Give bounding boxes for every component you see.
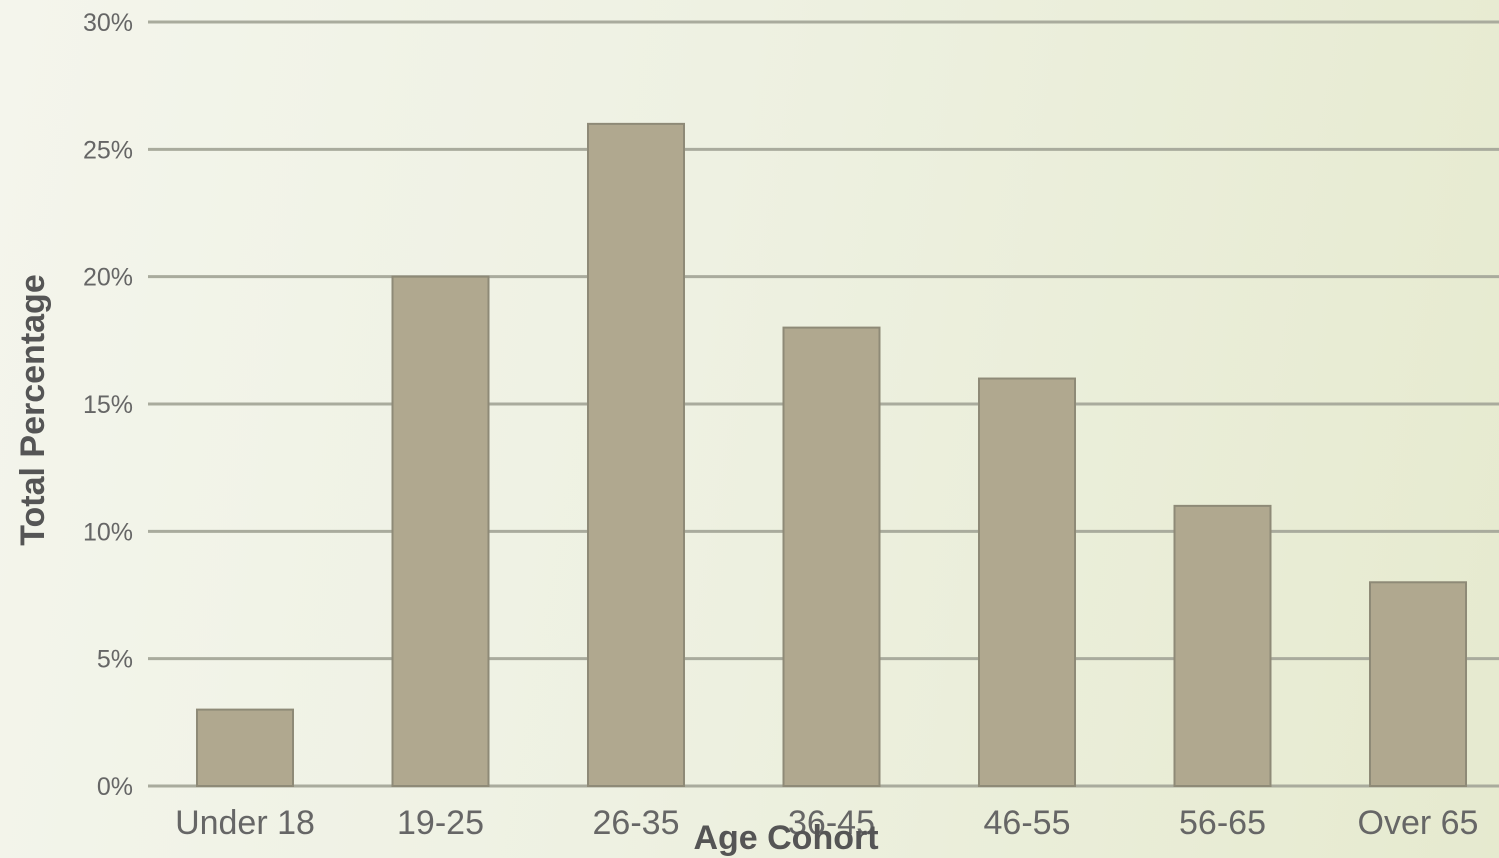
y-tick-label: 20% [83, 264, 133, 292]
x-axis-ticks: Under 18 19-25 26-35 36-45 46-55 56-65 Over 65 [175, 804, 1478, 842]
bar [978, 377, 1076, 787]
y-tick-label: 0% [97, 773, 133, 801]
y-tick-label: 15% [83, 391, 133, 419]
y-axis-ticks: 0% 5% 10% 15% 20% 25% 30% [83, 9, 133, 801]
x-tick-label: 19-25 [397, 804, 484, 842]
y-tick-label: 10% [83, 518, 133, 546]
x-tick-label: 26-35 [593, 804, 680, 842]
x-tick-label: Under 18 [175, 804, 315, 842]
x-tick-label: 56-65 [1179, 804, 1266, 842]
y-tick-label: 25% [83, 136, 133, 164]
bar [391, 275, 490, 787]
x-tick-label: 46-55 [984, 804, 1071, 842]
y-axis-title: Total Percentage [14, 274, 52, 545]
bar [1173, 504, 1272, 787]
bar [782, 326, 881, 787]
bar [587, 122, 685, 788]
y-tick-label: 30% [83, 9, 133, 37]
bars [196, 122, 1467, 788]
x-tick-label: 36-45 [788, 804, 875, 842]
y-tick-label: 5% [97, 646, 133, 674]
x-axis-title: Age Cohort [693, 819, 878, 857]
bar [196, 708, 294, 787]
x-tick-label: Over 65 [1358, 804, 1479, 842]
bar [1369, 581, 1467, 787]
